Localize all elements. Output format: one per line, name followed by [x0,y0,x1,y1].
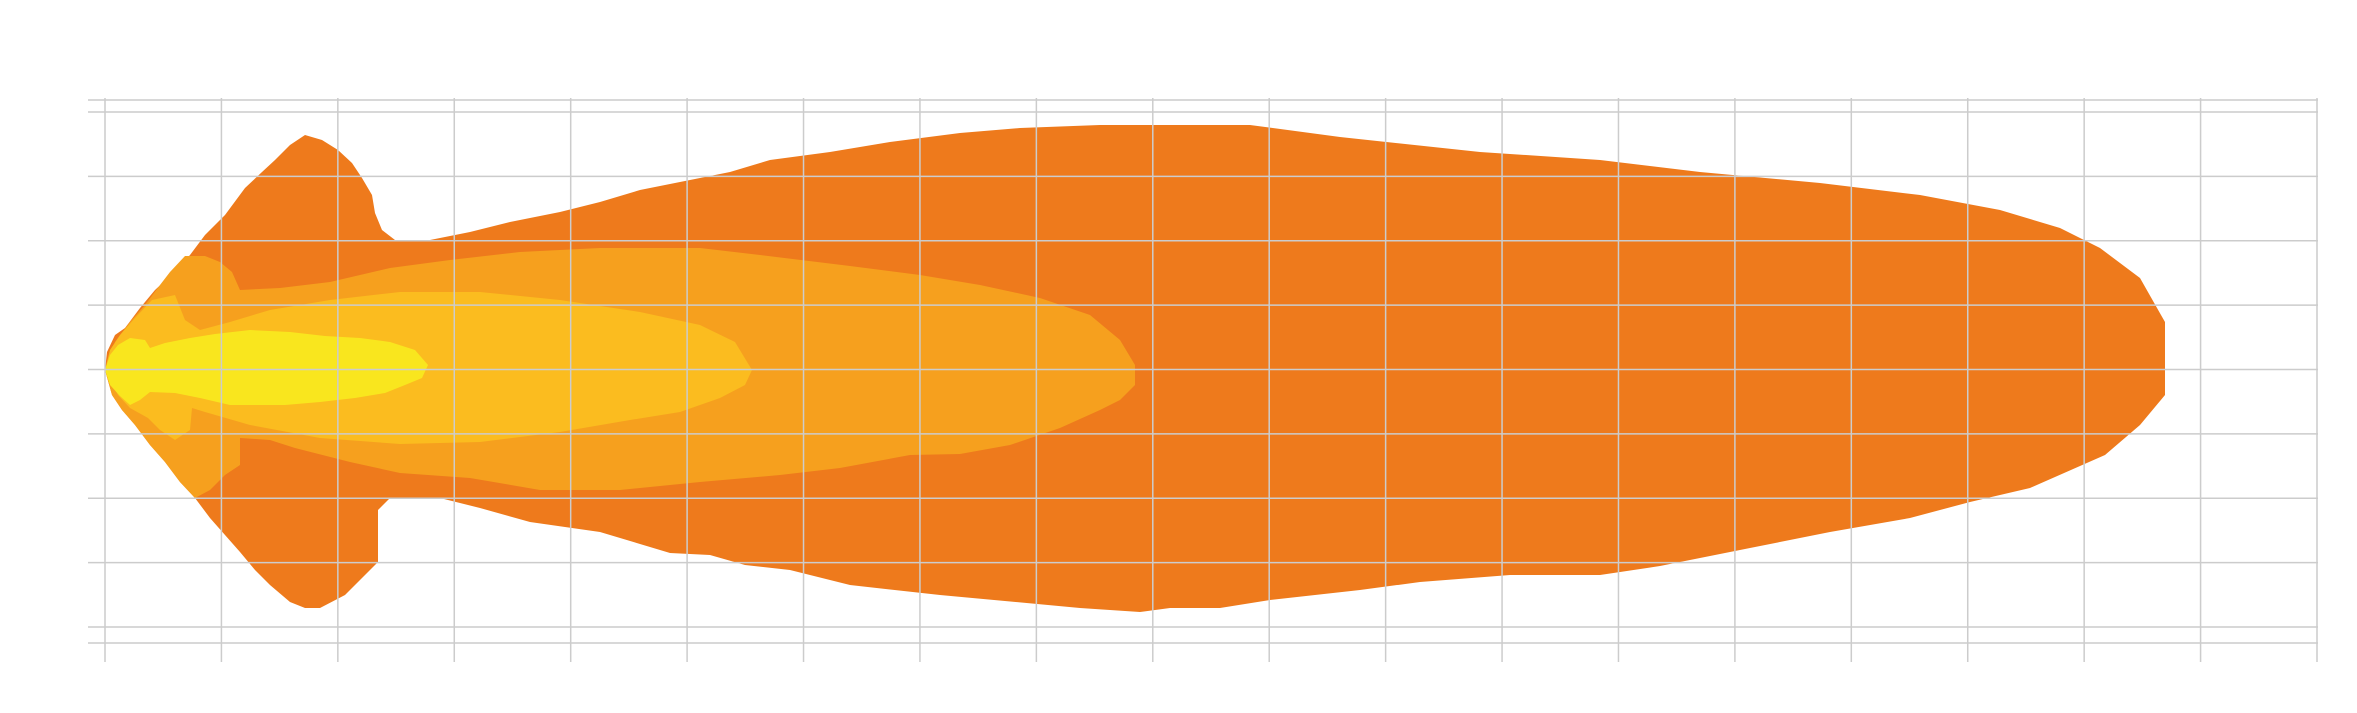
hotspot-zone [105,330,428,405]
beam-zones [105,125,2165,612]
inner-beam-zone [105,292,752,444]
grid-lines [88,98,2318,662]
